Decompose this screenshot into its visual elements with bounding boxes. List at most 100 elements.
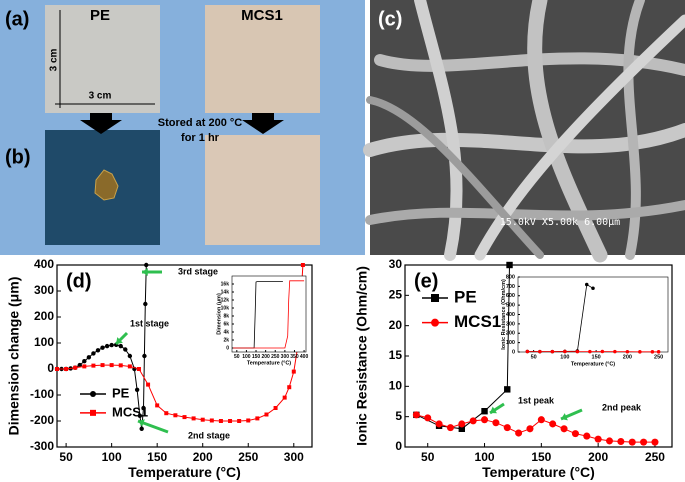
point bbox=[55, 367, 59, 371]
point bbox=[139, 426, 144, 431]
plot-frame bbox=[231, 275, 307, 353]
x-tick-label: 350 bbox=[290, 354, 299, 360]
legend-label: PE bbox=[454, 287, 477, 306]
point bbox=[228, 419, 233, 423]
y-tick-label: 200 bbox=[506, 331, 515, 337]
y-tick-label: -300 bbox=[30, 439, 54, 453]
point bbox=[656, 350, 661, 354]
point bbox=[638, 350, 642, 354]
y-tick-label: 0 bbox=[47, 361, 54, 375]
point bbox=[282, 395, 287, 400]
point bbox=[588, 349, 592, 354]
point bbox=[537, 416, 545, 424]
x-tick-label: 50 bbox=[234, 354, 240, 360]
point bbox=[141, 405, 146, 411]
y-tick-label: 16k bbox=[221, 281, 230, 287]
point bbox=[458, 425, 466, 432]
annotation-arrowhead bbox=[138, 419, 145, 427]
arrow bbox=[80, 113, 122, 134]
y-tick-label: 30 bbox=[389, 257, 403, 271]
annotation: 2nd peak bbox=[602, 402, 642, 412]
point bbox=[469, 417, 477, 425]
legend-label: PE bbox=[112, 385, 130, 400]
point bbox=[571, 430, 579, 438]
annotation-arrowhead bbox=[116, 337, 123, 344]
y-tick-label: 0 bbox=[226, 345, 229, 351]
y-tick-label: 600 bbox=[506, 293, 515, 299]
x-tick-label: 100 bbox=[102, 450, 122, 464]
point bbox=[109, 342, 114, 348]
point bbox=[77, 362, 82, 368]
point bbox=[560, 425, 568, 433]
point bbox=[515, 429, 523, 437]
x-tick-label: 200 bbox=[193, 450, 213, 464]
sem-fibers bbox=[363, 0, 685, 263]
x-tick-label: 300 bbox=[281, 354, 290, 360]
panel-label: (a) bbox=[5, 8, 29, 30]
point bbox=[95, 348, 101, 353]
point bbox=[82, 364, 87, 369]
arrow bbox=[242, 113, 284, 134]
annotation: 1st stage bbox=[130, 318, 169, 328]
annotation: 3rd stage bbox=[178, 266, 218, 276]
point bbox=[538, 349, 542, 354]
pe-sample bbox=[45, 5, 160, 113]
y-tick-label: 20 bbox=[389, 318, 403, 332]
point bbox=[137, 413, 143, 418]
y-tick-label: -100 bbox=[30, 387, 54, 401]
series-line bbox=[416, 414, 655, 443]
annotation: 1st peak bbox=[518, 395, 555, 405]
dimension-label: 3 cm bbox=[49, 48, 60, 71]
pe-residue bbox=[94, 169, 119, 201]
y-tick-label: 500 bbox=[506, 303, 515, 309]
y-tick-label: 10k bbox=[221, 305, 230, 311]
point bbox=[123, 347, 128, 352]
point bbox=[100, 363, 105, 368]
point bbox=[146, 382, 151, 387]
y-tick-label: 300 bbox=[34, 283, 54, 297]
dimension-label: 3 cm bbox=[89, 91, 112, 102]
legend-label: MCS1 bbox=[112, 404, 148, 419]
x-tick-label: 50 bbox=[531, 354, 537, 360]
point bbox=[182, 415, 187, 420]
legend-marker bbox=[90, 409, 96, 416]
x-tick-label: 100 bbox=[475, 450, 495, 464]
legend-marker bbox=[431, 294, 439, 302]
y-axis-label: Ionic Resistance (Ohm/cm) bbox=[354, 266, 370, 446]
point bbox=[651, 438, 659, 446]
point bbox=[73, 365, 78, 370]
y-tick-label: -200 bbox=[30, 413, 54, 427]
legend-marker bbox=[431, 318, 439, 327]
point bbox=[136, 367, 141, 371]
sample-label: MCS1 bbox=[241, 7, 283, 24]
point bbox=[435, 420, 443, 428]
point bbox=[118, 363, 123, 368]
x-axis-label: Temperature (°C) bbox=[128, 464, 241, 480]
annotation-arrowhead bbox=[142, 268, 148, 276]
point bbox=[600, 349, 605, 354]
x-tick-label: 50 bbox=[421, 450, 435, 464]
sem-caption: 15.0kV X5.00k 6.00μm bbox=[500, 217, 620, 228]
point bbox=[237, 419, 242, 423]
point bbox=[86, 355, 92, 360]
x-tick-label: 50 bbox=[59, 450, 73, 464]
y-tick-label: 700 bbox=[506, 284, 515, 290]
point bbox=[255, 416, 260, 421]
point bbox=[605, 437, 614, 445]
y-axis-label: Dimension change (μm) bbox=[6, 277, 22, 436]
point bbox=[127, 353, 133, 359]
point bbox=[458, 420, 466, 428]
point bbox=[91, 351, 96, 356]
y-tick-label: 100 bbox=[506, 340, 515, 346]
y-tick-label: 800 bbox=[506, 274, 515, 280]
x-tick-label: 300 bbox=[284, 450, 304, 464]
y-tick-label: 8k bbox=[223, 313, 229, 319]
point bbox=[591, 286, 595, 291]
point bbox=[575, 349, 580, 354]
y-tick-label: 15 bbox=[389, 348, 403, 362]
point bbox=[164, 411, 169, 416]
y-tick-label: 2k bbox=[223, 337, 229, 343]
point bbox=[118, 343, 123, 349]
point bbox=[218, 419, 223, 423]
y-tick-label: 0 bbox=[512, 349, 515, 355]
